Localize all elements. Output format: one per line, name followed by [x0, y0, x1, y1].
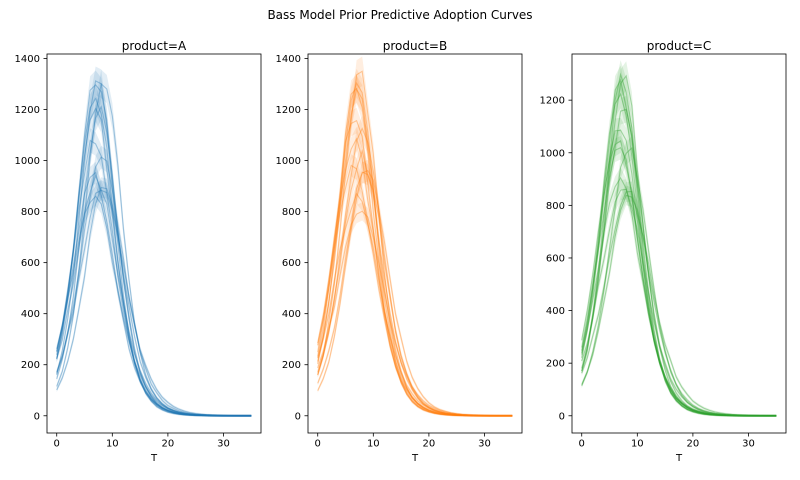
sample-curve — [56, 195, 252, 417]
sample-curve — [581, 92, 777, 417]
sample-curve — [56, 189, 252, 417]
y-tick-label: 1400 — [15, 54, 40, 65]
y-tick-label: 600 — [21, 258, 40, 269]
sample-curve — [581, 78, 777, 417]
y-tick-label: 0 — [34, 411, 40, 422]
sample-curve — [56, 105, 252, 417]
sample-curve — [56, 156, 252, 417]
y-tick-label: 1200 — [276, 105, 301, 116]
sample-curve — [317, 119, 513, 417]
subplot-a-title: product=A — [121, 39, 187, 53]
sample-curve — [581, 129, 777, 417]
sample-band — [581, 136, 777, 417]
sample-curve — [581, 188, 777, 417]
sample-curve — [56, 107, 252, 417]
sample-curve — [317, 137, 513, 417]
sample-curve — [581, 72, 777, 417]
x-tick-label: 10 — [367, 439, 380, 450]
x-tick-label: 20 — [423, 439, 436, 450]
sample-curve — [581, 194, 777, 417]
sample-curve — [317, 192, 513, 417]
sample-curve — [581, 140, 777, 417]
x-tick-label: 0 — [579, 439, 585, 450]
x-tick-label: 20 — [687, 439, 700, 450]
axes-spines — [46, 53, 262, 434]
x-tick-label: 30 — [478, 439, 491, 450]
sample-curve — [581, 74, 777, 417]
sample-curve — [581, 146, 777, 417]
y-tick-label: 0 — [295, 411, 301, 422]
axes-spines — [307, 53, 523, 434]
y-tick-label: 800 — [282, 207, 301, 218]
sample-curves-product=A — [56, 66, 252, 417]
y-tick-label: 1200 — [15, 105, 40, 116]
subplot-c-title: product=C — [646, 39, 712, 53]
sample-curve — [56, 83, 252, 417]
sample-curve — [581, 146, 777, 417]
subplot-a-xlabel: T — [150, 453, 158, 464]
sample-curve — [581, 190, 777, 417]
y-tick-label: 400 — [546, 306, 565, 317]
sample-curve — [317, 210, 513, 417]
x-tick-label: 30 — [217, 439, 230, 450]
sample-curve — [56, 186, 252, 417]
x-tick-label: 10 — [631, 439, 644, 450]
sample-band — [317, 154, 513, 417]
y-tick-label: 600 — [282, 258, 301, 269]
y-tick-label: 200 — [282, 360, 301, 371]
sample-band — [581, 167, 777, 417]
sample-band — [317, 126, 513, 417]
subplot-c-xlabel: T — [675, 453, 683, 464]
y-tick-label: 1200 — [540, 96, 565, 107]
sample-curve — [56, 97, 252, 417]
x-tick-label: 0 — [315, 439, 321, 450]
y-tick-label: 1000 — [276, 156, 301, 167]
sample-curve — [56, 80, 252, 417]
sample-curves-product=C — [581, 60, 777, 417]
y-tick-label: 200 — [21, 360, 40, 371]
sample-curve — [56, 82, 252, 417]
y-tick-label: 200 — [546, 359, 565, 370]
y-tick-label: 0 — [559, 411, 565, 422]
sample-curve — [56, 171, 252, 417]
x-tick-label: 30 — [742, 439, 755, 450]
sample-curve — [317, 81, 513, 417]
x-tick-label: 0 — [54, 439, 60, 450]
sample-curve — [56, 174, 252, 417]
y-tick-label: 800 — [21, 207, 40, 218]
sample-curve — [317, 70, 513, 417]
sample-curve — [317, 164, 513, 417]
y-tick-label: 400 — [21, 309, 40, 320]
sample-curves-product=B — [317, 56, 513, 417]
sample-curve — [317, 169, 513, 417]
axes-spines — [571, 53, 787, 434]
y-tick-label: 600 — [546, 253, 565, 264]
sample-curve — [56, 139, 252, 417]
sample-curve — [581, 176, 777, 417]
subplot-b-xlabel: T — [411, 453, 419, 464]
sample-curve — [317, 127, 513, 417]
x-tick-label: 20 — [162, 439, 175, 450]
y-tick-label: 1000 — [15, 156, 40, 167]
figure-title: Bass Model Prior Predictive Adoption Cur… — [267, 8, 533, 22]
sample-curve — [317, 171, 513, 417]
y-tick-label: 1400 — [276, 54, 301, 65]
y-tick-label: 400 — [282, 309, 301, 320]
sample-curve — [317, 87, 513, 417]
y-tick-label: 1000 — [540, 148, 565, 159]
sample-curve — [317, 148, 513, 417]
x-tick-label: 10 — [106, 439, 119, 450]
sample-curve — [581, 108, 777, 417]
sample-curve — [317, 87, 513, 417]
subplot-b-title: product=B — [382, 39, 448, 53]
y-tick-label: 800 — [546, 201, 565, 212]
